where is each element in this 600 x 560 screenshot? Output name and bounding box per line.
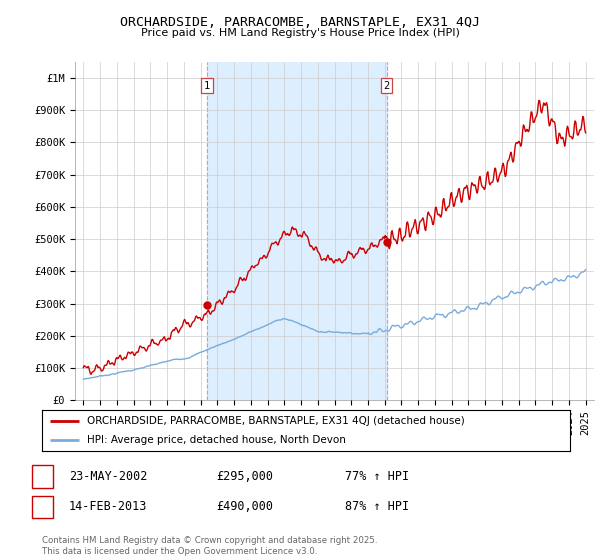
Text: 2: 2 [40,500,46,514]
Text: 23-MAY-2002: 23-MAY-2002 [69,470,148,483]
Text: 2: 2 [383,81,390,91]
Bar [207,62,387,400]
Text: Price paid vs. HM Land Registry's House Price Index (HPI): Price paid vs. HM Land Registry's House … [140,28,460,38]
Text: ORCHARDSIDE, PARRACOMBE, BARNSTAPLE, EX31 4QJ: ORCHARDSIDE, PARRACOMBE, BARNSTAPLE, EX3… [120,16,480,29]
Text: £490,000: £490,000 [216,500,273,514]
Text: 77% ↑ HPI: 77% ↑ HPI [345,470,409,483]
Text: 14-FEB-2013: 14-FEB-2013 [69,500,148,514]
Text: £295,000: £295,000 [216,470,273,483]
Text: ORCHARDSIDE, PARRACOMBE, BARNSTAPLE, EX31 4QJ (detached house): ORCHARDSIDE, PARRACOMBE, BARNSTAPLE, EX3… [87,416,464,426]
Text: 1: 1 [40,470,46,483]
Text: HPI: Average price, detached house, North Devon: HPI: Average price, detached house, Nort… [87,435,346,445]
Text: Contains HM Land Registry data © Crown copyright and database right 2025.
This d: Contains HM Land Registry data © Crown c… [42,536,377,556]
Text: 1: 1 [204,81,210,91]
Text: 87% ↑ HPI: 87% ↑ HPI [345,500,409,514]
